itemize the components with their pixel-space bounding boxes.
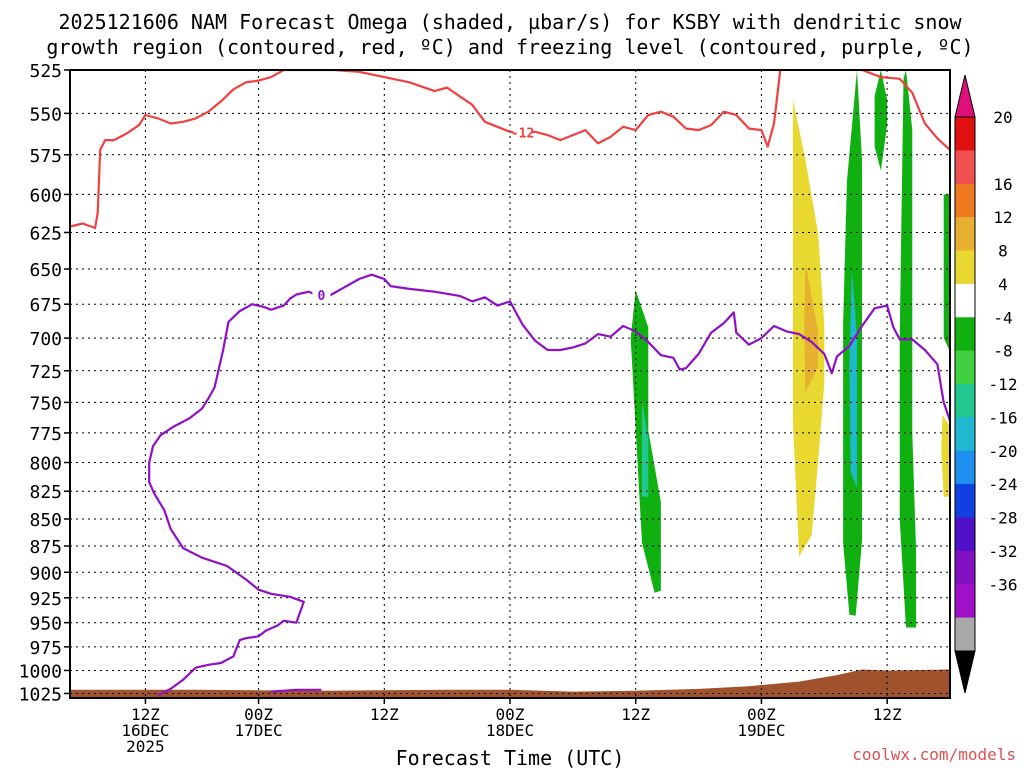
chart-title-line1: 2025121606 NAM Forecast Omega (shaded, µ… bbox=[58, 10, 962, 34]
colorbar-label-4: 4 bbox=[998, 275, 1008, 294]
y-axis-ticks: 525 550 575 600 625 650 675 700 725 750 775 800 825 8… bbox=[19, 61, 70, 705]
omega-band-hour-64 bbox=[874, 70, 888, 171]
contour-label-bg-0 bbox=[513, 125, 532, 140]
x-tick-date-15: 17DEC bbox=[234, 721, 282, 740]
y-tick-label-550: 550 bbox=[29, 104, 62, 125]
y-tick-label-750: 750 bbox=[29, 393, 62, 414]
colorbar-label-2: 12 bbox=[993, 208, 1012, 227]
colorbar-label-7: -12 bbox=[989, 375, 1018, 394]
y-tick-label-575: 575 bbox=[29, 146, 62, 167]
x-tick-year-6: 2025 bbox=[126, 737, 165, 756]
colorbar-segment-11 bbox=[955, 484, 975, 518]
y-tick-label-725: 725 bbox=[29, 362, 62, 383]
colorbar-segment-3 bbox=[955, 217, 975, 251]
y-tick-label-875: 875 bbox=[29, 537, 62, 558]
colorbar-label-3: 8 bbox=[998, 242, 1008, 261]
y-tick-label-900: 900 bbox=[29, 563, 62, 584]
omega-band-hour-70 bbox=[943, 194, 950, 352]
colorbar-label-6: -8 bbox=[993, 342, 1012, 361]
y-tick-label-1000: 1000 bbox=[19, 661, 62, 682]
colorbar-segment-12 bbox=[955, 517, 975, 552]
colorbar-segment-5 bbox=[955, 283, 975, 318]
colorbar-bottom-triangle bbox=[954, 650, 976, 694]
omega-band-hour-66 bbox=[899, 70, 917, 628]
omega-band-hour-69 bbox=[941, 414, 950, 497]
y-tick-label-525: 525 bbox=[29, 61, 62, 82]
x-tick-label-25: 12Z bbox=[370, 705, 399, 724]
colorbar-segment-14 bbox=[955, 584, 975, 619]
grid-lines bbox=[70, 69, 950, 698]
x-tick-date-35: 18DEC bbox=[486, 721, 534, 740]
x-tick-label-65: 12Z bbox=[873, 705, 902, 724]
colorbar-segment-8 bbox=[955, 384, 975, 418]
contour-label-bg-2 bbox=[312, 287, 331, 302]
colorbar-segment-4 bbox=[955, 250, 975, 285]
colorbar-segment-0 bbox=[955, 117, 975, 151]
colorbar-segment-1 bbox=[955, 150, 975, 185]
x-tick-label-35: 00Z bbox=[496, 705, 525, 724]
omega-band-hour-45-inner bbox=[642, 402, 649, 497]
chart-title-line2: growth region (contoured, red, ºC) and f… bbox=[46, 35, 973, 59]
y-tick-label-675: 675 bbox=[29, 295, 62, 316]
contour-line-2 bbox=[148, 273, 950, 697]
x-tick-label-6: 12Z bbox=[131, 705, 160, 724]
colorbar-label-1: 16 bbox=[993, 175, 1012, 194]
y-tick-label-700: 700 bbox=[29, 329, 62, 350]
colorbar-label-0: 20 bbox=[993, 108, 1012, 127]
y-tick-label-850: 850 bbox=[29, 510, 62, 531]
colorbar-label-8: -16 bbox=[989, 408, 1018, 427]
y-tick-label-1025: 1025 bbox=[19, 684, 62, 705]
colorbar-label-10: -24 bbox=[989, 475, 1018, 494]
contour-line-1 bbox=[861, 70, 950, 151]
contour-line-0 bbox=[70, 70, 782, 230]
y-tick-label-625: 625 bbox=[29, 223, 62, 244]
colorbar-segment-9 bbox=[955, 417, 975, 452]
credit-text: coolwx.com/models bbox=[852, 745, 1016, 764]
x-tick-date-55: 19DEC bbox=[737, 721, 785, 740]
colorbar-label-9: -20 bbox=[989, 442, 1018, 461]
contour-line-3 bbox=[271, 688, 322, 693]
y-tick-label-775: 775 bbox=[29, 424, 62, 445]
contour-label-0: -12 bbox=[511, 126, 534, 141]
colorbar-label-5: -4 bbox=[993, 308, 1012, 327]
x-tick-label-45: 12Z bbox=[621, 705, 650, 724]
y-tick-label-600: 600 bbox=[29, 185, 62, 206]
colorbar: 20 16 12 8 4 -4 -8 -12 -16 -20 -24 -28 -32 -36 bbox=[954, 74, 1018, 694]
y-tick-label-975: 975 bbox=[29, 638, 62, 659]
colorbar-segment-6 bbox=[955, 317, 975, 352]
y-tick-label-825: 825 bbox=[29, 482, 62, 503]
y-tick-label-800: 800 bbox=[29, 454, 62, 475]
omega-band-hour-58-inner bbox=[804, 261, 818, 393]
colorbar-label-13: -36 bbox=[989, 575, 1018, 594]
x-axis-label: Forecast Time (UTC) bbox=[396, 746, 625, 768]
y-tick-label-925: 925 bbox=[29, 589, 62, 610]
y-tick-label-950: 950 bbox=[29, 614, 62, 635]
x-tick-label-15: 00Z bbox=[244, 705, 273, 724]
y-tick-label-650: 650 bbox=[29, 260, 62, 281]
contour-label-2: 0 bbox=[318, 289, 326, 304]
colorbar-segment-13 bbox=[955, 550, 975, 585]
colorbar-segment-15 bbox=[955, 617, 975, 652]
colorbar-label-11: -28 bbox=[989, 509, 1018, 528]
x-tick-label-55: 00Z bbox=[747, 705, 776, 724]
colorbar-segment-10 bbox=[955, 450, 975, 485]
colorbar-segment-7 bbox=[955, 350, 975, 385]
colorbar-label-12: -32 bbox=[989, 542, 1018, 561]
contours-layer: -12 0 bbox=[70, 70, 950, 697]
colorbar-segment-2 bbox=[955, 183, 975, 218]
x-tick-date-6: 16DEC bbox=[121, 721, 169, 740]
